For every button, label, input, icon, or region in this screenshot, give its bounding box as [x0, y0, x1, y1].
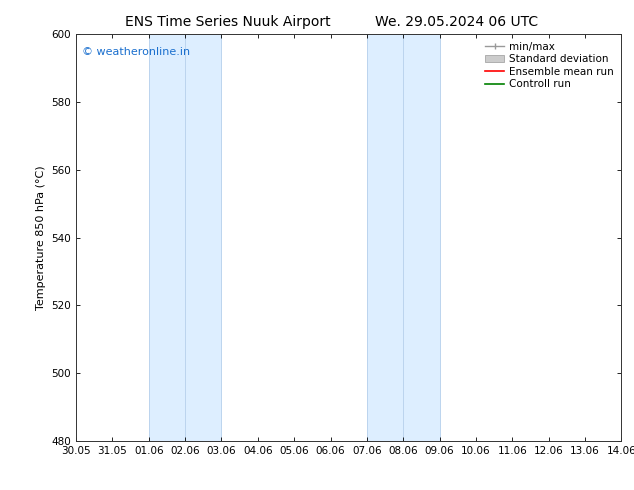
- Text: © weatheronline.in: © weatheronline.in: [82, 47, 190, 56]
- Text: We. 29.05.2024 06 UTC: We. 29.05.2024 06 UTC: [375, 15, 538, 29]
- Legend: min/max, Standard deviation, Ensemble mean run, Controll run: min/max, Standard deviation, Ensemble me…: [481, 37, 618, 94]
- Text: ENS Time Series Nuuk Airport: ENS Time Series Nuuk Airport: [126, 15, 331, 29]
- Bar: [149, 34, 221, 441]
- Y-axis label: Temperature 850 hPa (°C): Temperature 850 hPa (°C): [36, 165, 46, 310]
- Bar: [367, 34, 439, 441]
